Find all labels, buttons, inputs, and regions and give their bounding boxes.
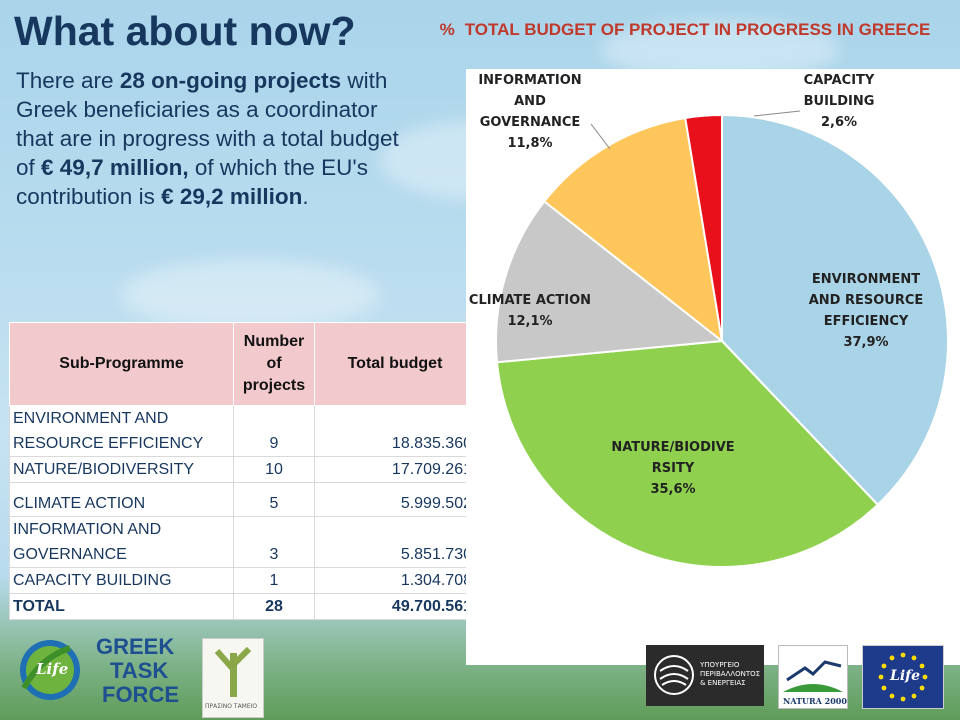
pie-slice-nature xyxy=(495,339,880,568)
slide-title: What about now? xyxy=(14,8,356,54)
eu-star-icon xyxy=(881,663,887,669)
eu-star-icon xyxy=(881,685,887,691)
table-row: CLIMATE ACTION 5 5.999.502 xyxy=(9,482,476,517)
natura-2000-logo: NATURA 2000 xyxy=(778,645,848,709)
total-budget: 49.700.561 xyxy=(314,593,476,620)
row-count: 5 xyxy=(233,482,315,517)
natura-caption: NATURA 2000 xyxy=(783,696,847,706)
intro-highlight-eu: € 29,2 million xyxy=(161,184,303,209)
row-name: NATURE/BIODIVERSITY xyxy=(9,456,234,483)
table-row: ENVIRONMENT AND RESOURCE EFFICIENCY 9 18… xyxy=(9,405,476,457)
pie-slice-climate xyxy=(495,199,725,364)
chart-title-text: TOTAL BUDGET OF PROJECT IN PROGRESS IN G… xyxy=(464,20,931,39)
table-header-row: Sub-Programme Number of projects Total b… xyxy=(9,322,476,406)
row-budget: 5.851.730 xyxy=(314,516,476,568)
ministry-line-2: ΠΕΡΙΒΑΛΛΟΝΤΟΣ xyxy=(700,670,761,678)
pie-slice-environment xyxy=(721,113,949,507)
eu-star-icon xyxy=(911,693,917,699)
natura-bird-icon xyxy=(783,660,843,692)
eu-star-icon xyxy=(889,655,895,661)
row-count: 1 xyxy=(233,567,315,594)
row-budget: 17.709.261 xyxy=(314,456,476,483)
ministry-environment-logo: ΥΠΟΥΡΓΕΙΟ ΠΕΡΙΒΑΛΛΟΝΤΟΣ & ΕΝΕΡΓΕΙΑΣ xyxy=(646,645,764,706)
background-cloud xyxy=(120,260,380,330)
chart-title-prefix: % xyxy=(439,20,455,39)
table-row: NATURE/BIODIVERSITY 10 17.709.261 xyxy=(9,456,476,483)
table-row: CAPACITY BUILDING 1 1.304.708 xyxy=(9,567,476,594)
row-budget: 1.304.708 xyxy=(314,567,476,594)
eu-star-icon xyxy=(878,674,884,680)
header-sub-programme: Sub-Programme xyxy=(9,322,234,406)
pie-label-nature: NATURE/BIODIVE RSITY 35,6% xyxy=(611,440,734,497)
total-name: TOTAL xyxy=(9,593,234,620)
pie-slice-capacity xyxy=(684,113,723,342)
intro-text: . xyxy=(302,184,309,209)
row-count: 10 xyxy=(233,456,315,483)
total-count: 28 xyxy=(233,593,315,620)
ministry-name: ΥΠΟΥΡΓΕΙΟ ΠΕΡΙΒΑΛΛΟΝΤΟΣ & ΕΝΕΡΓΕΙΑΣ xyxy=(700,661,760,688)
row-count: 9 xyxy=(233,405,315,457)
row-name: INFORMATION AND GOVERNANCE xyxy=(9,516,234,568)
eu-star-icon xyxy=(911,655,917,661)
eu-life-logo: Life xyxy=(862,645,944,709)
row-name: CLIMATE ACTION xyxy=(9,482,234,517)
gtf-line-3: FORCE xyxy=(102,682,179,707)
pie-label-capacity: CAPACITY BUILDING 2,6% xyxy=(804,73,875,130)
gtf-line-2: TASK xyxy=(110,658,169,683)
row-name: CAPACITY BUILDING xyxy=(9,567,234,594)
row-budget: 5.999.502 xyxy=(314,482,476,517)
row-count: 3 xyxy=(233,516,315,568)
intro-text: There are xyxy=(16,68,120,93)
eu-star-icon xyxy=(919,663,925,669)
green-fund-caption: ΠΡΑΣΙΝΟ ΤΑΜΕΙΟ xyxy=(205,703,258,710)
green-fund-tree-icon xyxy=(214,646,252,697)
chart-title: % TOTAL BUDGET OF PROJECT IN PROGRESS IN … xyxy=(430,18,940,42)
green-fund-logo: ΠΡΑΣΙΝΟ ΤΑΜΕΙΟ xyxy=(202,638,264,718)
ministry-line-1: ΥΠΟΥΡΓΕΙΟ xyxy=(700,661,740,669)
life-greek-task-force-logo: Life GREEK TASK FORCE xyxy=(10,628,185,710)
gtf-line-1: GREEK xyxy=(96,634,175,659)
header-number-of-projects: Number of projects xyxy=(233,322,315,406)
pie-slice-information xyxy=(542,116,724,344)
leader-line-information xyxy=(590,123,611,150)
pie-chart: ENVIRONMENT AND RESOURCE EFFICIENCY 37,9% NA… xyxy=(469,73,949,568)
leader-line-capacity xyxy=(753,110,801,117)
eu-star-icon xyxy=(900,652,906,658)
table-row: INFORMATION AND GOVERNANCE 3 5.851.730 xyxy=(9,516,476,568)
intro-text: with Greek beneficiaries as a coordinato… xyxy=(16,68,399,180)
budget-table: Sub-Programme Number of projects Total b… xyxy=(9,322,476,620)
eu-stars-icon xyxy=(878,652,928,702)
ministry-emblem-icon xyxy=(654,655,694,695)
intro-text: of which the EU's contribution is xyxy=(16,155,368,209)
pie-label-environment: ENVIRONMENT AND RESOURCE EFFICIENCY 37,9% xyxy=(809,272,924,350)
row-budget: 18.835.360 xyxy=(314,405,476,457)
intro-highlight-budget: € 49,7 million, xyxy=(41,155,189,180)
table-total-row: TOTAL 28 49.700.561 xyxy=(9,593,476,620)
eu-star-icon xyxy=(900,696,906,702)
pie-label-climate: CLIMATE ACTION 12,1% xyxy=(469,293,591,329)
eu-star-icon xyxy=(889,693,895,699)
eu-life-text: Life xyxy=(890,668,921,684)
intro-highlight-projects: 28 on-going projects xyxy=(119,68,342,93)
intro-paragraph: There are 28 on-going projects with Gree… xyxy=(16,66,406,211)
life-greek-task-force-emblem xyxy=(20,640,80,700)
life-logo-text: Life xyxy=(36,660,69,678)
chart-panel: ENVIRONMENT AND RESOURCE EFFICIENCY 37,9% NA… xyxy=(466,69,960,665)
ministry-line-3: & ΕΝΕΡΓΕΙΑΣ xyxy=(700,679,746,687)
eu-star-icon xyxy=(919,685,925,691)
eu-star-icon xyxy=(922,674,928,680)
row-name: ENVIRONMENT AND RESOURCE EFFICIENCY xyxy=(9,405,234,457)
pie-label-information: INFORMATION AND GOVERNANCE 11,8% xyxy=(478,73,581,151)
header-total-budget: Total budget xyxy=(314,322,476,406)
